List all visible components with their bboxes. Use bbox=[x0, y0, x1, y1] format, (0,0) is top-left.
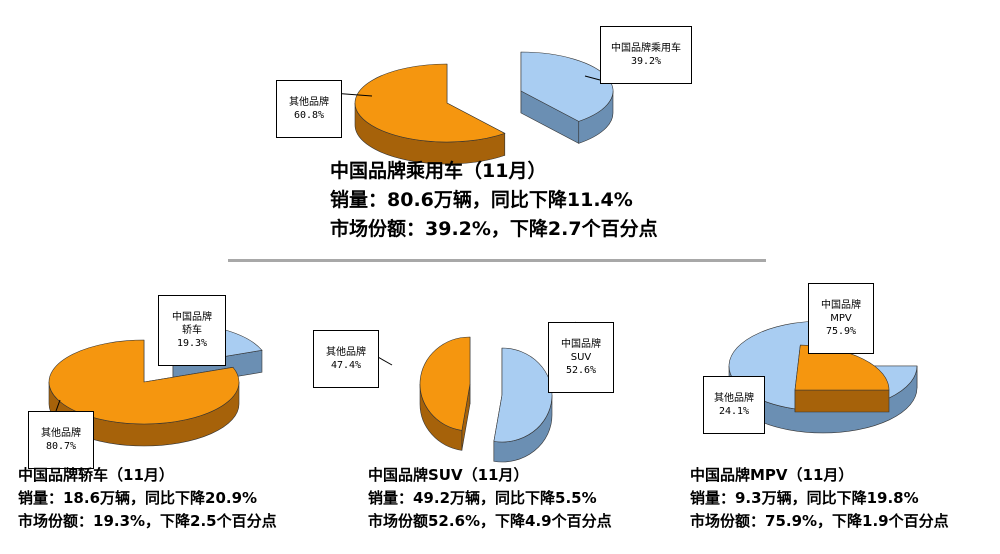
label-chart2-chinese: 中国品牌 SUV 52.6% bbox=[548, 322, 614, 393]
caption-share: 市场份额：19.3%，下降2.5个百分点 bbox=[18, 512, 277, 530]
label-chart3-chinese: 中国品牌 MPV 75.9% bbox=[808, 283, 874, 354]
caption-sales: 销量：18.6万辆，同比下降20.9% bbox=[18, 489, 258, 507]
label-value: 80.7% bbox=[45, 441, 77, 452]
caption-sales: 销量：49.2万辆，同比下降5.5% bbox=[368, 489, 597, 507]
caption-sales: 销量：80.6万辆，同比下降11.4% bbox=[330, 189, 633, 211]
label-value: 52.6% bbox=[565, 365, 597, 376]
caption-share: 市场份额52.6%，下降4.9个百分点 bbox=[368, 512, 612, 530]
label-value: 47.4% bbox=[330, 360, 362, 371]
caption-title: 中国品牌SUV（11月） bbox=[368, 466, 529, 484]
label-value: 75.9% bbox=[825, 326, 857, 337]
label-name: 中国品牌 SUV bbox=[561, 339, 601, 363]
label-name: 中国品牌 MPV bbox=[821, 300, 861, 324]
caption-share: 市场份额：75.9%，下降1.9个百分点 bbox=[690, 512, 949, 530]
label-value: 60.8% bbox=[293, 110, 325, 121]
label-name: 其他品牌 bbox=[714, 393, 754, 404]
pie-slice-top-2-1 bbox=[419, 336, 471, 431]
label-chart3-other: 其他品牌 24.1% bbox=[703, 376, 765, 434]
pie-slice-wall-3-1-1 bbox=[794, 389, 890, 413]
label-value: 24.1% bbox=[718, 406, 750, 417]
caption-passenger-cars: 中国品牌乘用车（11月） 销量：80.6万辆，同比下降11.4% 市场份额：39… bbox=[330, 157, 658, 244]
pie-slice-1-1 bbox=[48, 339, 240, 447]
label-name: 中国品牌 轿车 bbox=[172, 312, 212, 336]
caption-sedans: 中国品牌轿车（11月） 销量：18.6万辆，同比下降20.9% 市场份额：19.… bbox=[18, 464, 277, 533]
pie-slice-2-1 bbox=[419, 336, 471, 451]
label-chart1-other: 其他品牌 80.7% bbox=[28, 411, 94, 469]
leader-line-3 bbox=[55, 399, 61, 412]
label-name: 其他品牌 bbox=[289, 97, 329, 108]
pie-slice-0-0 bbox=[520, 51, 614, 144]
label-chart0-other: 其他品牌 60.8% bbox=[276, 80, 342, 138]
label-value: 19.3% bbox=[176, 338, 208, 349]
pie-chart-2 bbox=[419, 336, 553, 463]
leader-line-0 bbox=[584, 75, 601, 81]
pie-slice-top-2-0 bbox=[493, 347, 553, 443]
pie-slice-0-1 bbox=[354, 63, 506, 165]
caption-sales: 销量：9.3万辆，同比下降19.8% bbox=[690, 489, 919, 507]
label-name: 其他品牌 bbox=[326, 347, 366, 358]
divider-line bbox=[228, 259, 766, 262]
label-chart1-chinese: 中国品牌 轿车 19.3% bbox=[158, 295, 226, 366]
pie-slice-3-1 bbox=[794, 344, 890, 413]
pie-chart-3 bbox=[728, 320, 918, 434]
label-chart0-chinese: 中国品牌乘用车 39.2% bbox=[600, 26, 692, 84]
pie-chart-0 bbox=[354, 51, 614, 165]
caption-share: 市场份额：39.2%，下降2.7个百分点 bbox=[330, 218, 658, 240]
label-value: 39.2% bbox=[630, 56, 662, 67]
label-chart2-other: 其他品牌 47.4% bbox=[313, 330, 379, 388]
caption-title: 中国品牌乘用车（11月） bbox=[330, 160, 547, 182]
caption-mpv: 中国品牌MPV（11月） 销量：9.3万辆，同比下降19.8% 市场份额：75.… bbox=[690, 464, 949, 533]
caption-title: 中国品牌轿车（11月） bbox=[18, 466, 174, 484]
pie-slice-top-0-1 bbox=[354, 63, 506, 143]
pie-slice-2-0 bbox=[493, 347, 553, 463]
caption-title: 中国品牌MPV（11月） bbox=[690, 466, 854, 484]
label-name: 其他品牌 bbox=[41, 428, 81, 439]
caption-suv: 中国品牌SUV（11月） 销量：49.2万辆，同比下降5.5% 市场份额52.6… bbox=[368, 464, 612, 533]
label-name: 中国品牌乘用车 bbox=[611, 43, 681, 54]
